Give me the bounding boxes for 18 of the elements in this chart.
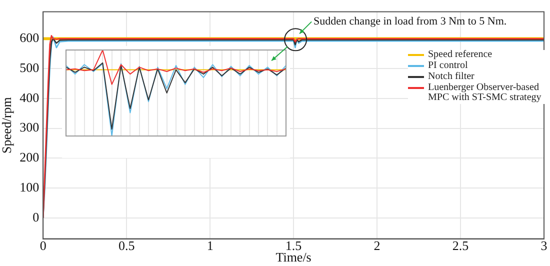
legend-label: PI control [428,60,469,71]
y-tick-label: 600 [20,30,40,46]
x-tick-label: 2 [374,238,380,254]
y-tick-label: 300 [20,120,40,135]
y-axis-title: Speed/rpm [0,97,14,154]
y-tick-label: 200 [20,150,40,165]
legend-label: Luenberger Observer-based MPC with ST-SMC strategy [428,82,542,103]
y-tick-label: 0 [32,209,40,224]
y-tick-label: 100 [20,179,40,194]
y-tick-label: 400 [20,90,40,105]
annotation: Sudden change in load from 3 Nm to 5 Nm. [314,16,507,28]
legend-label: Speed reference [428,49,494,60]
x-tick-label: 2.5 [452,238,469,254]
legend-label: Notch filter [428,71,476,82]
x-tick-label: 0.5 [118,238,135,254]
x-tick-label: 3 [540,238,548,254]
x-tick-label: 1 [206,238,214,254]
y-tick-label: 500 [20,60,40,75]
